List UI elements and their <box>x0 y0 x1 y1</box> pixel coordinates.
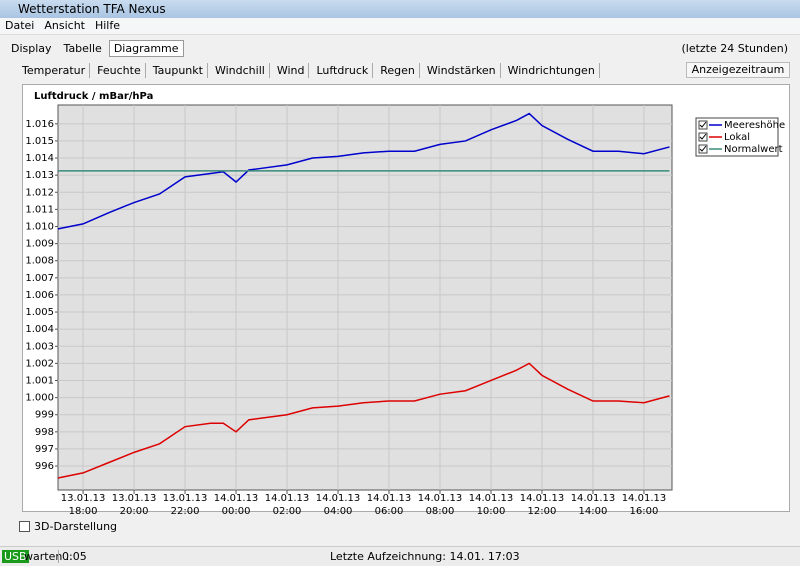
y-tick-label: 996 <box>35 461 54 472</box>
x-tick-label: 14.01.13 10:00 <box>468 493 514 517</box>
y-tick-label: 1.013 <box>25 170 54 181</box>
subtab-bar: Temperatur Feuchte Taupunkt Windchill Wind Lu… <box>18 63 603 78</box>
chart-title: Luftdruck / mBar/hPa <box>34 91 153 102</box>
y-tick-label: 997 <box>35 444 54 455</box>
x-tick-label: 14.01.13 00:00 <box>213 493 259 517</box>
y-tick-label: 1.016 <box>25 119 54 130</box>
subtab[interactable]: Temperatur <box>18 63 91 78</box>
x-tick-label: 14.01.13 12:00 <box>519 493 565 517</box>
x-tick-label: 13.01.13 18:00 <box>60 493 106 517</box>
x-tick-label: 13.01.13 22:00 <box>162 493 208 517</box>
y-tick-label: 1.007 <box>25 273 54 284</box>
status-timer: 0:05 <box>58 550 87 563</box>
title-bar: Wetterstation TFA Nexus <box>0 0 800 18</box>
subtab[interactable]: Taupunkt <box>149 63 208 78</box>
subtab[interactable]: Luftdruck <box>312 63 374 78</box>
y-tick-label: 998 <box>35 427 54 438</box>
range-button[interactable]: Anzeigezeitraum <box>686 62 790 78</box>
menu-bar: Datei Ansicht Hilfe <box>0 18 800 35</box>
x-tick-label: 14.01.13 08:00 <box>417 493 463 517</box>
tab[interactable]: Display <box>11 42 52 55</box>
menu-item[interactable]: Datei <box>5 19 35 32</box>
y-tick-label: 999 <box>35 410 54 421</box>
series-line <box>57 362 670 479</box>
y-tick-label: 1.006 <box>25 290 54 301</box>
legend-check <box>699 145 707 152</box>
legend-label: Lokal <box>724 132 750 143</box>
y-tick-label: 1.002 <box>25 358 54 369</box>
subtab[interactable]: Wind <box>273 63 310 78</box>
subtab[interactable]: Regen <box>376 63 420 78</box>
status-last-record: Letzte Aufzeichnung: 14.01. 17:03 <box>330 550 520 563</box>
menu-item[interactable]: Ansicht <box>44 19 85 32</box>
y-tick-label: 1.012 <box>25 187 54 198</box>
menu-item[interactable]: Hilfe <box>94 19 121 32</box>
status-bar: USB warten .. 0:05 Letzte Aufzeichnung: … <box>0 546 800 566</box>
legend-label: Normalwert <box>724 144 783 155</box>
tab[interactable]: Diagramme <box>108 40 184 57</box>
y-tick-label: 1.009 <box>25 239 54 250</box>
plot-area <box>57 104 673 491</box>
y-tick-label: 1.015 <box>25 136 54 147</box>
y-tick-label: 1.010 <box>25 221 54 232</box>
legend-check <box>699 133 707 140</box>
y-tick-label: 1.014 <box>25 153 54 164</box>
y-tick-label: 1.004 <box>25 324 54 335</box>
subtab[interactable]: Windchill <box>211 63 270 78</box>
y-tick-label: 1.003 <box>25 341 54 352</box>
x-tick-label: 14.01.13 04:00 <box>315 493 361 517</box>
y-tick-label: 1.005 <box>25 307 54 318</box>
subtab[interactable]: Windrichtungen <box>504 63 600 78</box>
x-tick-label: 14.01.13 14:00 <box>570 493 616 517</box>
subtab[interactable]: Windstärken <box>423 63 501 78</box>
x-tick-label: 13.01.13 20:00 <box>111 493 157 517</box>
checkbox[interactable] <box>19 521 30 532</box>
y-tick-label: 1.001 <box>25 375 54 386</box>
y-tick-label: 1.000 <box>25 393 54 404</box>
x-tick-label: 14.01.13 02:00 <box>264 493 310 517</box>
x-tick-label: 14.01.13 06:00 <box>366 493 412 517</box>
tab-bar: Display Tabelle Diagramme <box>6 40 186 57</box>
status-state: warten .. <box>24 550 73 563</box>
window-title: Wetterstation TFA Nexus <box>18 2 166 16</box>
y-tick-label: 1.011 <box>25 204 54 215</box>
legend-label: Meereshöhe <box>724 120 785 131</box>
usb-indicator: USB <box>2 550 29 563</box>
range-note: (letzte 24 Stunden) <box>681 42 788 55</box>
x-tick-label: 14.01.13 16:00 <box>621 493 667 517</box>
subtab[interactable]: Feuchte <box>93 63 146 78</box>
series-line <box>57 112 670 230</box>
checkbox-label: 3D-Darstellung <box>34 520 118 533</box>
legend-check <box>699 121 707 128</box>
tab[interactable]: Tabelle <box>63 42 102 55</box>
y-tick-label: 1.008 <box>25 256 54 267</box>
